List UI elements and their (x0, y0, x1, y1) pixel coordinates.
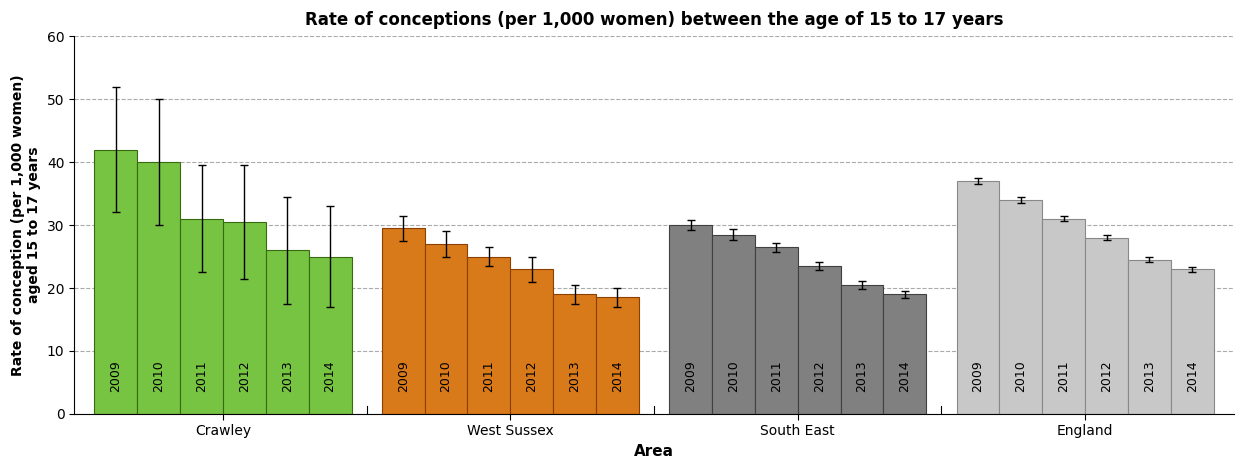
Text: 2011: 2011 (195, 360, 208, 392)
Bar (181, 219, 223, 414)
Bar (840, 285, 884, 414)
Text: 2011: 2011 (1057, 360, 1071, 392)
Text: 2013: 2013 (1143, 360, 1155, 392)
Bar (956, 181, 1000, 414)
Text: 2014: 2014 (1185, 360, 1199, 392)
Y-axis label: Rate of conception (per 1,000 women)
aged 15 to 17 years: Rate of conception (per 1,000 women) age… (11, 74, 41, 376)
Bar (223, 222, 266, 414)
Title: Rate of conceptions (per 1,000 women) between the age of 15 to 17 years: Rate of conceptions (per 1,000 women) be… (305, 11, 1003, 29)
Bar (596, 298, 639, 414)
Bar (95, 149, 137, 414)
Bar (467, 257, 510, 414)
Text: 2013: 2013 (280, 360, 294, 392)
Text: 2013: 2013 (568, 360, 581, 392)
Bar (1086, 238, 1128, 414)
Bar (425, 244, 467, 414)
Text: 2009: 2009 (110, 360, 122, 392)
Text: 2011: 2011 (482, 360, 496, 392)
Text: 2014: 2014 (899, 360, 911, 392)
Bar (510, 269, 553, 414)
Text: 2012: 2012 (525, 360, 538, 392)
Text: 2012: 2012 (1101, 360, 1113, 392)
Bar (712, 235, 754, 414)
Bar (382, 228, 425, 414)
Text: 2011: 2011 (769, 360, 783, 392)
X-axis label: Area: Area (634, 444, 674, 459)
Text: 2010: 2010 (727, 360, 740, 392)
Bar (553, 294, 596, 414)
Text: 2014: 2014 (324, 360, 336, 392)
Bar (137, 162, 181, 414)
Bar (884, 294, 926, 414)
Bar (754, 247, 798, 414)
Bar (309, 257, 351, 414)
Bar (1170, 269, 1214, 414)
Text: 2010: 2010 (439, 360, 453, 392)
Text: 2010: 2010 (152, 360, 166, 392)
Bar (1128, 260, 1170, 414)
Text: 2009: 2009 (971, 360, 985, 392)
Text: 2010: 2010 (1015, 360, 1027, 392)
Text: 2009: 2009 (397, 360, 410, 392)
Bar (798, 266, 840, 414)
Bar (1000, 200, 1042, 414)
Text: 2012: 2012 (238, 360, 251, 392)
Text: 2013: 2013 (855, 360, 869, 392)
Bar (266, 250, 309, 414)
Text: 2012: 2012 (813, 360, 825, 392)
Bar (1042, 219, 1086, 414)
Text: 2009: 2009 (684, 360, 697, 392)
Bar (669, 225, 712, 414)
Text: 2014: 2014 (611, 360, 624, 392)
